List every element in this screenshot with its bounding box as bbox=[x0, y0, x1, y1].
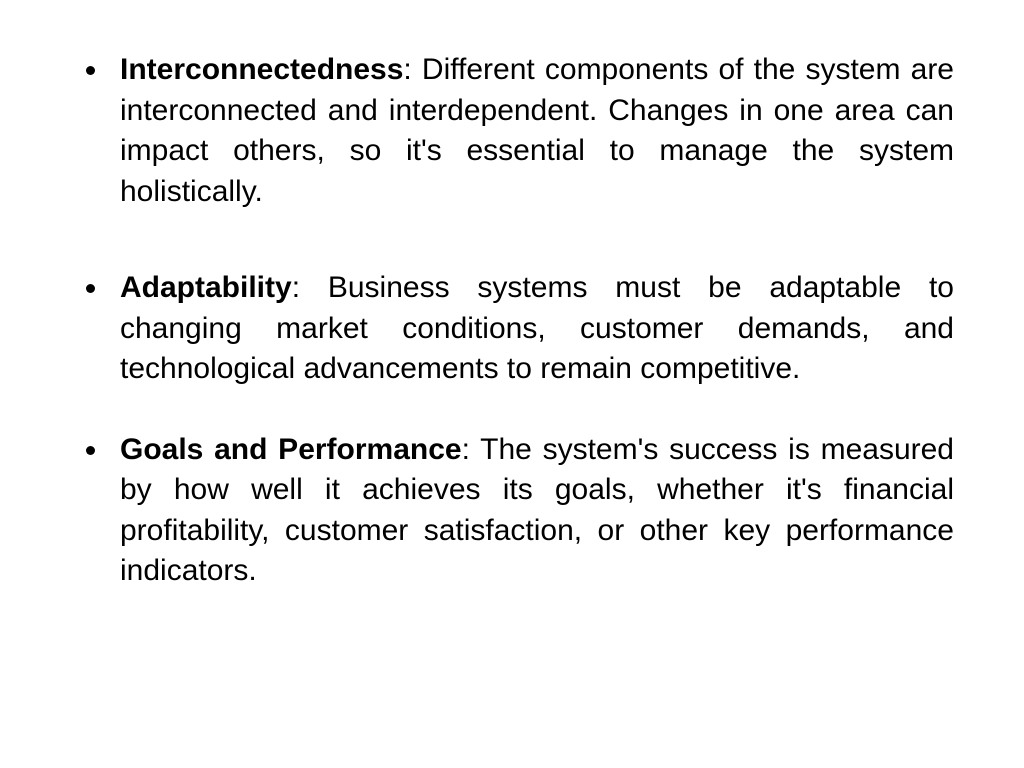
list-item: Interconnectedness: Different components… bbox=[110, 50, 954, 212]
bullet-list: Interconnectedness: Different components… bbox=[70, 50, 954, 592]
list-item: Goals and Performance: The system's succ… bbox=[110, 430, 954, 592]
bullet-term: Interconnectedness bbox=[120, 53, 403, 86]
list-item: Adaptability: Business systems must be a… bbox=[110, 268, 954, 390]
slide-body: Interconnectedness: Different components… bbox=[0, 0, 1024, 768]
bullet-term: Adaptability bbox=[120, 271, 292, 304]
bullet-term: Goals and Performance bbox=[120, 433, 462, 466]
